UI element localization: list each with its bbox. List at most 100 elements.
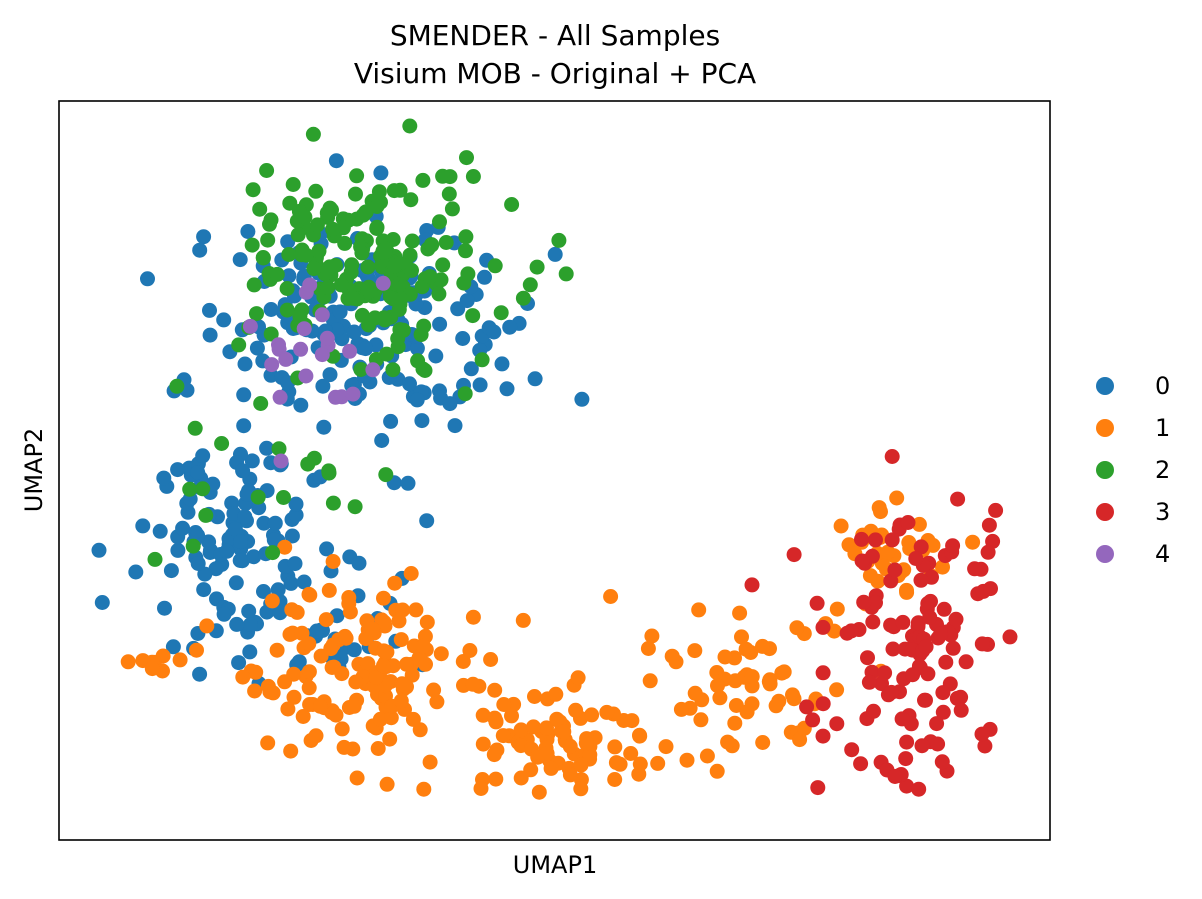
scatter-point <box>950 491 966 507</box>
scatter-point <box>147 551 163 567</box>
legend-marker <box>1096 545 1114 563</box>
x-axis-label: UMAP1 <box>513 851 597 879</box>
scatter-point <box>351 555 367 571</box>
scatter-point <box>157 600 172 616</box>
scatter-point <box>419 513 435 529</box>
scatter-point <box>762 676 778 692</box>
scatter-point <box>387 575 403 591</box>
scatter-point <box>433 646 449 662</box>
scatter-point <box>981 517 997 533</box>
scatter-point <box>281 268 297 284</box>
scatter-point <box>432 316 448 332</box>
scatter-point <box>325 554 341 569</box>
scatter-point <box>457 386 473 402</box>
scatter-point <box>922 609 938 625</box>
scatter-point <box>884 449 900 464</box>
series-1 <box>120 490 981 800</box>
scatter-point <box>410 353 426 369</box>
scatter-point <box>342 343 358 359</box>
scatter-point <box>214 436 230 451</box>
scatter-point <box>265 545 281 561</box>
scatter-point <box>321 582 337 598</box>
scatter-point <box>578 735 594 751</box>
scatter-point <box>144 661 160 677</box>
scatter-point <box>369 219 385 235</box>
scatter-point <box>853 756 869 772</box>
scatter-point <box>459 150 474 166</box>
scatter-point <box>233 534 248 550</box>
scatter-point <box>644 628 660 644</box>
scatter-point <box>271 441 287 457</box>
scatter-point <box>419 614 435 630</box>
scatter-point <box>364 621 380 637</box>
scatter-point <box>527 689 542 704</box>
scatter-point <box>547 246 563 262</box>
scatter-point <box>269 642 285 658</box>
scatter-point <box>396 677 412 693</box>
scatter-point <box>308 728 324 744</box>
scatter-point <box>256 515 272 531</box>
scatter-point <box>393 291 408 307</box>
scatter-point <box>295 709 311 724</box>
scatter-point <box>227 521 243 537</box>
scatter-point <box>458 229 474 245</box>
scatter-point <box>815 665 831 681</box>
scatter-point <box>529 259 545 275</box>
scatter-point <box>379 644 395 660</box>
scatter-point <box>475 707 491 723</box>
scatter-point <box>279 302 295 318</box>
scatter-point <box>856 594 872 610</box>
scatter-point <box>809 595 825 611</box>
scatter-point <box>933 626 949 642</box>
scatter-point <box>244 237 260 253</box>
scatter-point <box>799 699 815 715</box>
scatter-point <box>416 781 432 797</box>
scatter-point <box>883 684 899 700</box>
scatter-point <box>900 515 916 530</box>
scatter-point <box>543 760 559 776</box>
scatter-point <box>94 595 110 610</box>
scatter-point <box>368 669 384 685</box>
scatter-point <box>163 563 179 579</box>
scatter-point <box>283 743 299 759</box>
scatter-point <box>349 770 365 786</box>
scatter-point <box>237 509 253 525</box>
scatter-point <box>182 481 198 497</box>
scatter-point <box>854 553 870 569</box>
scatter-point <box>885 641 901 657</box>
scatter-point <box>360 284 376 300</box>
scatter-point <box>393 632 409 648</box>
scatter-point <box>377 244 393 260</box>
scatter-point <box>319 541 335 557</box>
scatter-point <box>120 654 136 670</box>
scatter-point <box>240 224 256 239</box>
scatter-point <box>920 666 936 682</box>
scatter-point <box>379 776 395 792</box>
scatter-point <box>373 165 389 181</box>
scatter-point <box>488 771 504 787</box>
scatter-point <box>325 221 341 237</box>
scatter-point <box>135 518 151 534</box>
scatter-point <box>253 396 269 411</box>
scatter-point <box>527 371 543 387</box>
scatter-point <box>290 227 306 243</box>
scatter-point <box>459 293 475 309</box>
scatter-point <box>504 197 520 212</box>
scatter-point <box>353 362 369 377</box>
scatter-point <box>887 562 903 578</box>
scatter-point <box>369 199 385 214</box>
scatter-point <box>974 726 990 742</box>
scatter-point <box>693 712 709 728</box>
scatter-point <box>216 606 232 622</box>
scatter-point <box>632 728 648 744</box>
scatter-point <box>562 738 578 754</box>
scatter-point <box>169 378 185 394</box>
scatter-point <box>314 307 330 323</box>
chart-title: SMENDER - All Samples <box>390 19 720 52</box>
scatter-point <box>301 664 317 680</box>
scatter-point <box>195 481 211 497</box>
scatter-point <box>314 347 330 363</box>
scatter-point <box>458 243 473 259</box>
scatter-point <box>438 235 454 250</box>
scatter-point <box>573 757 589 773</box>
